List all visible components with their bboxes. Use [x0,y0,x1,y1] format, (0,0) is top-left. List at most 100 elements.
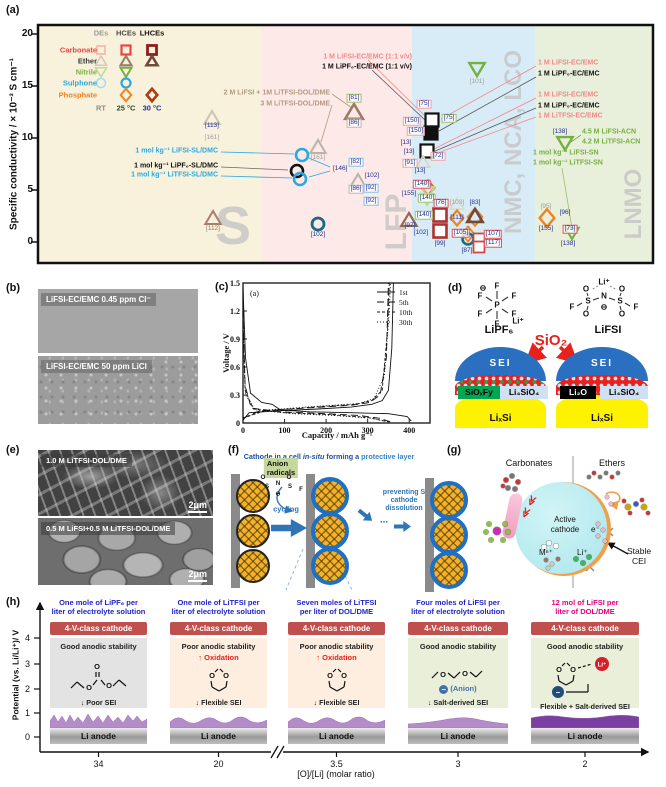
stable-cei-label-1: Stable [627,546,652,556]
preventing-line-3: dissolution [385,505,423,512]
stability-box [170,638,267,708]
leader-line [561,167,573,229]
molecule-atom-dot [553,543,559,549]
chem-label: 1 M LiFSI-EC/EMC (1:1 v/v) [323,53,412,61]
ref-label: [146] [333,164,348,172]
stability-box [288,638,385,708]
ref-label: [161] [204,133,220,141]
y-tick-label: 1.5 [230,279,240,288]
panel-f-title: Cathode in a cell in-situ forming a prot… [234,452,424,461]
sei-layer-graphic [170,716,267,728]
chem-label: Sulphone [62,78,97,88]
x-tick-label: 3.5 [330,759,343,769]
voltage-curve [242,282,394,421]
ref-label: [95] [540,202,552,210]
ref-label: [155] [401,189,417,197]
ref-label: [97] [404,221,416,229]
panel-a-label: (a) [6,4,20,16]
ref-label: [155] [538,224,554,232]
bond [327,680,331,688]
molecule-atom-dot [633,501,639,507]
y-tick-label: 3 [25,659,30,669]
atom-label: O [570,665,576,674]
carbonates-heading: Carbonates [505,458,553,468]
bond [558,680,567,686]
bond [118,679,126,687]
panel-a-points-svg [31,23,655,265]
sei-block-lifsi: SEI Li₂O Li₄SiO₄ LiₓSi [556,347,648,428]
radical-atom-N: N [275,481,281,487]
plot-border [36,23,655,265]
li4sio4-box: Li₄SiO₄ [600,386,648,399]
dashed-guide [285,548,304,591]
chem-label: Phosphate [58,90,97,100]
panel-b-label: (b) [6,282,21,294]
h-column-3: Four moles of LiFSI per liter of electrol… [408,598,508,748]
ref-label: [105] [451,228,471,238]
chem-label: 5 [27,184,33,195]
anion-dot [552,686,564,698]
si-anode-layer [556,395,648,428]
atom-O: O [618,309,626,319]
cathode-particle-protected [430,551,468,589]
sio2-label: SiO₂ [534,332,568,349]
molecule-atom-dot [603,539,607,543]
panel-h-concentration-diagram: (h) 4 3 2 1 0 34 20 3.5 3 2 Potential (vs. Li/Li⁺… [0,595,666,787]
molecule-atom-dot [546,566,550,570]
molecule-atom-dot [586,554,592,560]
molecule-atom-dot [573,556,579,562]
voltage-curve [242,282,390,419]
metal-ion-label: Mⁿ⁺ [539,548,553,557]
atom-O: O [582,309,590,319]
x-tick-label: 2 [582,759,587,769]
bond [576,302,583,307]
column-title-line1: One mole of LiPF₆ per [59,598,138,607]
atom-F: F [494,281,500,291]
lifsi-name: LiFSI [594,324,622,336]
molecule-atom-dot [502,521,508,527]
chem-label: 4.5 M LiFSI-ACN [582,128,637,136]
bond [447,672,455,679]
li-ion-dot [595,657,609,671]
panel-h-x-axis-title: [O]/[Li] (molar ratio) [297,769,375,779]
current-collector-bar [231,474,240,588]
molecule-atom-dot [596,534,600,538]
li-coordination [609,285,618,291]
data-point-cir [310,216,326,232]
legend-marker-cir [95,77,107,89]
bond [566,662,571,667]
chem-label: 1 M LiTFSI-EC/EMC [538,112,603,120]
y-tick-label: 0.9 [230,335,240,344]
sem-image-litfsi: 1.0 M LiTFSI-DOL/DME 2μm [38,450,213,516]
leader-line [570,134,582,143]
chem-label: Ether [77,56,97,66]
ref-label: [111] [450,213,464,221]
small-arrow-2 [394,521,411,532]
dolli-structure: O O Li⁺ – [552,657,609,698]
title-part-1: Cathode in a cell [243,452,303,461]
bond [219,668,223,673]
column-title-line2: liter of DOL/DME [555,607,615,616]
data-point-tri [399,210,419,228]
atom-F: F [477,291,483,301]
molecule-atom-dot [580,560,586,566]
data-point-sq [432,223,448,239]
molecule-atom-dot [483,529,489,535]
sei-layer-label: SEI [455,347,546,381]
molecule-atom-dot [493,527,501,535]
lixsi-label: LiₓSi [591,413,613,424]
legend-marker-dia [119,87,133,103]
column-title-line1: Seven moles of LiTFSI [296,598,377,607]
atom-label: O [556,665,562,674]
sem-caption: LiFSI-EC/EMC 0.45 ppm Cl⁻ [41,293,156,306]
ref-label: [96] [559,208,571,216]
panel-h-y-axis-title: Potential (vs. Li/Li⁺)/ V [10,629,21,721]
data-point-sq [432,207,448,223]
chem-label: 1 mol kg⁻¹ LiFSI-SN [533,149,599,157]
li-anode-bar: Li anode [408,728,508,744]
sei-layer-graphic [50,713,147,728]
voltage-curve [242,310,392,423]
atom-O: O [618,284,626,294]
atom-F: F [633,302,639,312]
y-tick-label: 0.3 [230,391,240,400]
